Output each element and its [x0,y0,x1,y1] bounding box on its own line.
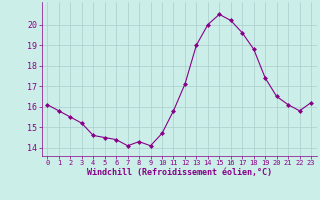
X-axis label: Windchill (Refroidissement éolien,°C): Windchill (Refroidissement éolien,°C) [87,168,272,177]
